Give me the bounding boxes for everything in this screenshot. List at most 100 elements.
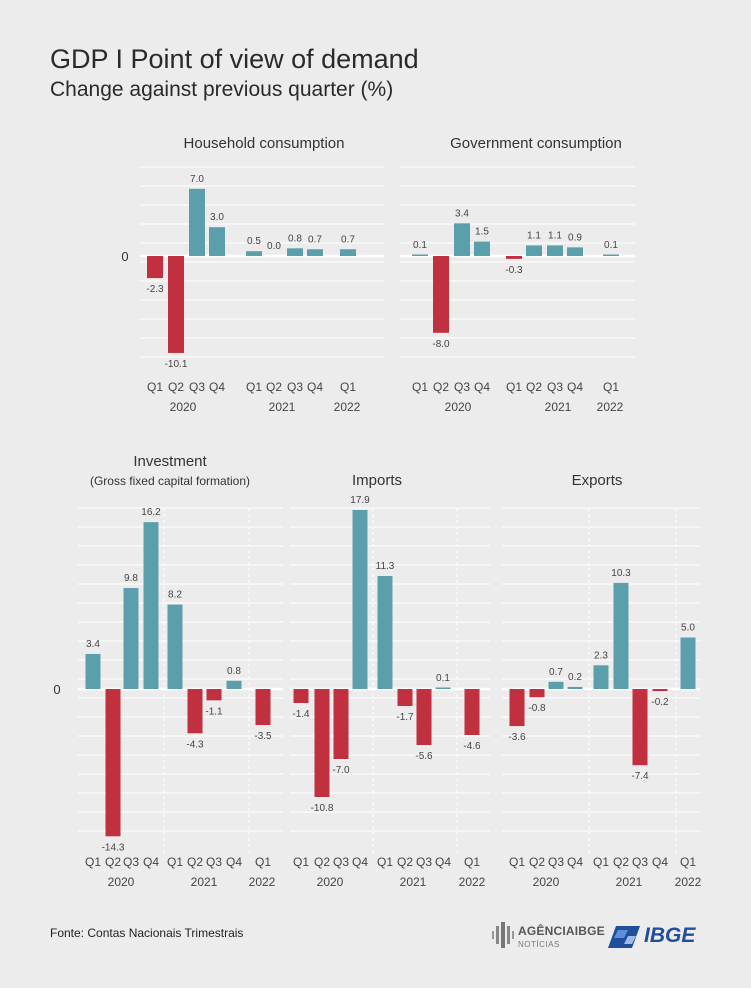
chart4-bar xyxy=(464,689,480,735)
chart3-data-label: -14.3 xyxy=(102,842,125,853)
chart5-data-label: 10.3 xyxy=(611,568,631,579)
chart4-data-label: -7.0 xyxy=(332,765,350,776)
chart2-data-label: -0.3 xyxy=(505,265,523,276)
chart5-bar xyxy=(567,686,583,689)
chart1-bar xyxy=(307,249,323,256)
chart1-data-label: 3.0 xyxy=(210,212,224,223)
chart5-bar xyxy=(529,689,545,698)
chart1-zero-tick-label: 0 xyxy=(121,249,128,264)
chart2-data-label: 1.1 xyxy=(548,230,562,241)
chart1-quarter-label: Q2 xyxy=(168,380,184,394)
chart2-quarter-label: Q1 xyxy=(506,380,522,394)
chart1-bar xyxy=(189,188,205,256)
chart5-data-label: 5.0 xyxy=(681,623,695,634)
chart1-quarter-label: Q2 xyxy=(266,380,282,394)
chart1-data-label: -10.1 xyxy=(165,359,188,370)
chart4-quarter-label: Q3 xyxy=(333,855,349,869)
chart1-quarter-label: Q1 xyxy=(147,380,163,394)
chart3-title: Investment xyxy=(133,453,207,470)
chart3-quarter-label: Q3 xyxy=(123,855,139,869)
chart4-bar xyxy=(352,510,368,689)
chart2-bar xyxy=(474,241,490,256)
chart1-data-label: 0.7 xyxy=(341,234,355,245)
chart3-bar xyxy=(143,522,159,689)
chart5-year-label: 2022 xyxy=(675,875,702,889)
chart4-quarter-label: Q1 xyxy=(293,855,309,869)
chart5-quarter-label: Q1 xyxy=(509,855,525,869)
chart3-year-label: 2022 xyxy=(249,875,276,889)
chart1-data-label: 0.0 xyxy=(267,241,281,252)
chart3-bar xyxy=(123,588,139,689)
chart3-data-label: -1.1 xyxy=(205,706,223,717)
agencia-ibge-logo: AGÊNCIAIBGE NOTÍCIAS xyxy=(492,922,605,956)
chart4-data-label: 0.1 xyxy=(436,673,450,684)
chart5-quarter-label: Q2 xyxy=(529,855,545,869)
chart4-quarter-label: Q2 xyxy=(314,855,330,869)
chart1-quarter-label: Q1 xyxy=(340,380,356,394)
chart5-data-label: 0.2 xyxy=(568,672,582,683)
chart3-quarter-label: Q2 xyxy=(105,855,121,869)
chart3-bar xyxy=(187,689,203,734)
chart2-data-label: 0.1 xyxy=(413,240,427,251)
chart5-quarter-label: Q1 xyxy=(680,855,696,869)
chart2-quarter-label: Q3 xyxy=(547,380,563,394)
chart4-data-label: 11.3 xyxy=(376,561,395,572)
chart3-quarter-label: Q1 xyxy=(255,855,271,869)
chart3-quarter-label: Q3 xyxy=(206,855,222,869)
chart3-quarter-label: Q4 xyxy=(143,855,159,869)
chart5-quarter-label: Q3 xyxy=(632,855,648,869)
chart1-bar xyxy=(287,248,303,256)
chart2-quarter-label: Q1 xyxy=(412,380,428,394)
chart4-bar xyxy=(397,689,413,706)
chart4-title: Imports xyxy=(352,472,402,489)
chart1-data-label: 0.7 xyxy=(308,234,322,245)
chart3-data-label: -3.5 xyxy=(254,731,272,742)
chart5-quarter-label: Q1 xyxy=(593,855,609,869)
chart4-bar xyxy=(333,689,349,759)
chart1-data-label: 7.0 xyxy=(190,174,204,185)
chart3-quarter-label: Q2 xyxy=(187,855,203,869)
chart2-quarter-label: Q4 xyxy=(474,380,490,394)
chart5-quarter-label: Q3 xyxy=(548,855,564,869)
chart1-title: Household consumption xyxy=(184,135,345,152)
chart4-bar xyxy=(314,689,330,797)
chart2-bar xyxy=(454,223,470,256)
chart2-bar xyxy=(412,254,428,256)
chart3-bar xyxy=(105,689,121,837)
chart5-bar xyxy=(509,689,525,727)
chart1-bar xyxy=(340,249,356,256)
ibge-logo: IBGE xyxy=(606,924,702,952)
chart3-bar xyxy=(85,653,101,689)
page-subtitle: Change against previous quarter (%) xyxy=(50,78,394,101)
chart3-zero-tick-label: 0 xyxy=(53,682,60,697)
chart3-bar xyxy=(255,689,271,726)
chart1-data-label: 0.8 xyxy=(288,233,302,244)
chart2-data-label: 3.4 xyxy=(455,208,469,219)
chart3-data-label: 9.8 xyxy=(124,573,138,584)
chart4-quarter-label: Q3 xyxy=(416,855,432,869)
chart3-data-label: 0.8 xyxy=(227,666,241,677)
chart5-data-label: -0.2 xyxy=(651,697,669,708)
chart2-data-label: -8.0 xyxy=(432,339,450,350)
chart4-quarter-label: Q4 xyxy=(435,855,451,869)
chart4-bar xyxy=(377,576,393,689)
chart1-bar xyxy=(147,256,163,279)
chart2-data-label: 0.9 xyxy=(568,232,582,243)
chart2-quarter-label: Q2 xyxy=(526,380,542,394)
chart4-quarter-label: Q1 xyxy=(377,855,393,869)
chart4-data-label: -1.7 xyxy=(396,712,414,723)
chart3-bar xyxy=(226,680,242,689)
chart1-data-label: 0.5 xyxy=(247,236,261,247)
chart5-data-label: -0.8 xyxy=(528,703,546,714)
chart1-quarter-label: Q3 xyxy=(189,380,205,394)
chart2-bar xyxy=(433,256,449,333)
chart1-quarter-label: Q3 xyxy=(287,380,303,394)
chart2-data-label: 1.1 xyxy=(527,230,541,241)
chart5-data-label: 2.3 xyxy=(594,650,608,661)
chart1-year-label: 2022 xyxy=(334,400,361,414)
chart2-bar xyxy=(526,245,542,256)
chart4-data-label: -1.4 xyxy=(292,709,310,720)
chart4-year-label: 2022 xyxy=(459,875,486,889)
chart1-bar xyxy=(246,251,262,256)
